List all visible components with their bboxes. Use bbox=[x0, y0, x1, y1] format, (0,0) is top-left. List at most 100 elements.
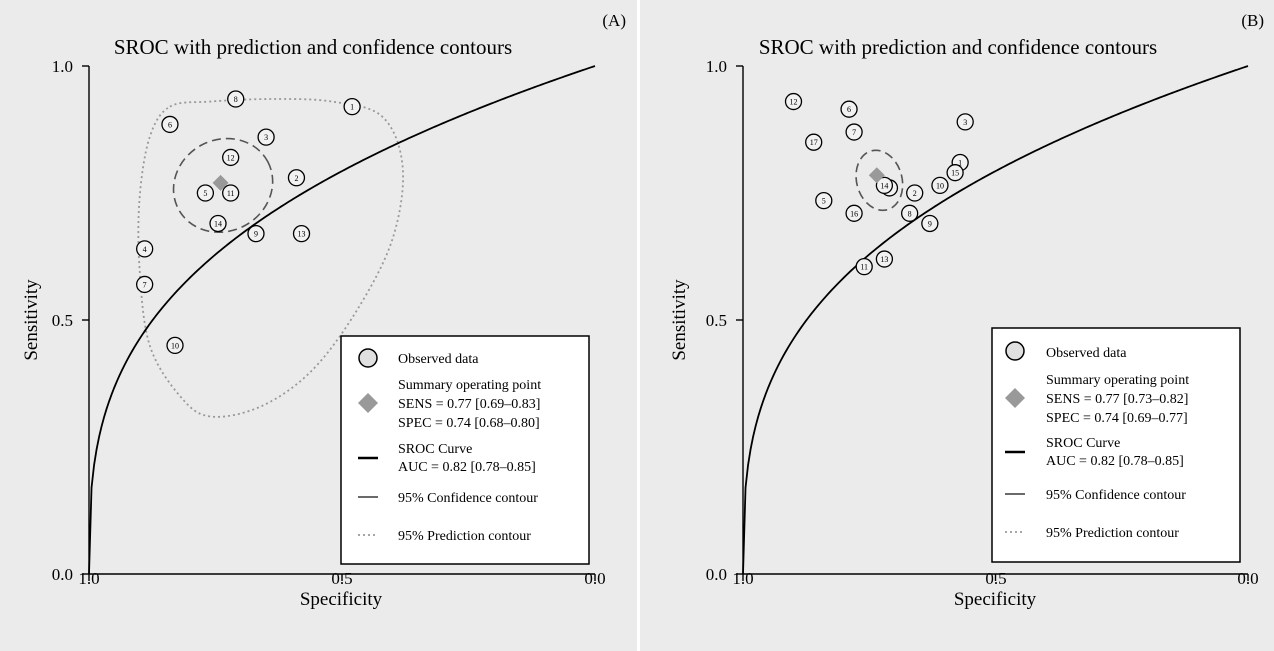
observed-label: 2 bbox=[913, 189, 917, 198]
legend: Observed data Summary operating point SE… bbox=[340, 335, 590, 565]
sroc-curve bbox=[88, 65, 596, 575]
observed-marker bbox=[875, 250, 894, 268]
observed-label: 7 bbox=[143, 280, 147, 289]
observed-marker bbox=[227, 90, 245, 108]
legend-box bbox=[340, 335, 590, 565]
observed-marker bbox=[875, 176, 894, 195]
observed-label: 1 bbox=[350, 103, 354, 112]
chart-title: SROC with prediction and confidence cont… bbox=[114, 35, 512, 59]
legend-summary-title: Summary operating point bbox=[1046, 373, 1189, 388]
observed-marker bbox=[343, 97, 361, 116]
observed-label: 8 bbox=[234, 95, 238, 104]
legend-sroc-title: SROC Curve bbox=[1046, 436, 1120, 451]
observed-point: 12 bbox=[222, 148, 240, 167]
observed-point: 2 bbox=[906, 184, 924, 202]
observed-label: 6 bbox=[168, 120, 172, 129]
legend-auc: AUC = 0.82 [0.78–0.85] bbox=[1046, 454, 1184, 469]
observed-point: 9 bbox=[921, 214, 939, 233]
panel-label: (A) bbox=[602, 11, 626, 30]
observed-point: 6 bbox=[840, 100, 858, 118]
observed-label: 8 bbox=[908, 209, 912, 218]
observed-marker bbox=[840, 100, 858, 118]
legend-summary-title: Summary operating point bbox=[398, 378, 541, 393]
observed-point: 10 bbox=[931, 176, 949, 195]
legend-box bbox=[991, 327, 1241, 563]
observed-point: 14 bbox=[875, 176, 894, 195]
observed-marker bbox=[222, 184, 240, 202]
observed-label: 6 bbox=[847, 105, 851, 114]
observed-marker bbox=[956, 113, 974, 131]
legend-summary-marker bbox=[1005, 388, 1025, 408]
observed-marker bbox=[845, 204, 863, 222]
legend-observed-marker bbox=[1005, 341, 1025, 361]
observed-label: 9 bbox=[254, 230, 258, 239]
observed-point: 10 bbox=[166, 336, 184, 355]
observed-point: 13 bbox=[292, 224, 311, 243]
observed-label: 11 bbox=[227, 189, 235, 198]
y-axis-label: Sensitivity bbox=[21, 279, 42, 361]
observed-label: 4 bbox=[143, 245, 147, 254]
plot-area: 1234567891011121314151617 bbox=[736, 65, 1249, 581]
observed-point: 6 bbox=[161, 115, 179, 134]
observed-marker bbox=[292, 224, 311, 243]
legend-prediction-label: 95% Prediction contour bbox=[1046, 526, 1179, 541]
observed-marker bbox=[921, 214, 939, 233]
observed-marker bbox=[161, 115, 179, 134]
observed-label: 14 bbox=[214, 219, 222, 228]
observed-marker bbox=[845, 123, 863, 141]
observed-marker bbox=[136, 275, 154, 294]
summary-point bbox=[868, 167, 885, 184]
y-tick-label: 0.5 bbox=[706, 311, 727, 330]
observed-point: 7 bbox=[136, 275, 154, 294]
legend-sens: SENS = 0.77 [0.69–0.83] bbox=[398, 397, 540, 412]
prediction-contour bbox=[137, 98, 404, 418]
legend-summary-marker bbox=[358, 393, 378, 413]
observed-marker bbox=[815, 191, 833, 210]
observed-point: 11 bbox=[222, 184, 240, 202]
observed-marker bbox=[900, 204, 919, 222]
sroc-chart-a: (A) SROC with prediction and confidence … bbox=[21, 11, 626, 610]
observed-marker bbox=[196, 184, 215, 202]
observed-label: 9 bbox=[928, 219, 932, 228]
y-tick-label: 0.0 bbox=[52, 565, 73, 584]
sroc-chart-b: (B) SROC with prediction and confidence … bbox=[669, 11, 1264, 610]
observed-label: 17 bbox=[810, 138, 818, 147]
sroc-curve bbox=[742, 65, 1249, 575]
observed-marker bbox=[855, 258, 873, 276]
observed-label: 2 bbox=[294, 174, 298, 183]
observed-label: 13 bbox=[298, 230, 306, 239]
observed-label: 3 bbox=[963, 118, 967, 127]
legend-spec: SPEC = 0.74 [0.68–0.80] bbox=[398, 416, 540, 431]
legend-observed-label: Observed data bbox=[398, 352, 479, 367]
observed-point: 8 bbox=[900, 204, 919, 222]
panel-b: (B) SROC with prediction and confidence … bbox=[637, 0, 1274, 651]
observed-point: 3 bbox=[257, 128, 275, 146]
x-axis-label: Specificity bbox=[954, 589, 1037, 610]
observed-point: 12 bbox=[784, 92, 803, 111]
legend-auc: AUC = 0.82 [0.78–0.85] bbox=[398, 460, 536, 475]
observed-point: 7 bbox=[845, 123, 863, 141]
legend: Observed data Summary operating point SE… bbox=[991, 327, 1241, 563]
observed-point: 2 bbox=[287, 169, 306, 187]
observed-point: 5 bbox=[815, 191, 833, 210]
observed-label: 5 bbox=[203, 189, 207, 198]
observed-point: 11 bbox=[855, 258, 873, 276]
observed-marker bbox=[931, 176, 949, 195]
legend-observed-marker bbox=[358, 348, 378, 368]
observed-point: 15 bbox=[946, 164, 964, 182]
observed-label: 15 bbox=[951, 169, 959, 178]
panel-a: (A) SROC with prediction and confidence … bbox=[0, 0, 637, 651]
legend-sens: SENS = 0.77 [0.73–0.82] bbox=[1046, 392, 1188, 407]
legend-spec: SPEC = 0.74 [0.69–0.77] bbox=[1046, 411, 1188, 426]
legend-confidence-label: 95% Confidence contour bbox=[398, 491, 538, 506]
y-tick-label: 1.0 bbox=[52, 57, 73, 76]
observed-point: 9 bbox=[247, 224, 265, 243]
y-tick-label: 1.0 bbox=[706, 57, 727, 76]
observed-marker bbox=[946, 164, 964, 182]
y-tick-label: 0.0 bbox=[706, 565, 727, 584]
observed-point: 16 bbox=[845, 204, 863, 222]
y-axis-label: Sensitivity bbox=[669, 279, 690, 361]
observed-point: 17 bbox=[805, 133, 823, 151]
observed-point: 1 bbox=[343, 97, 361, 116]
